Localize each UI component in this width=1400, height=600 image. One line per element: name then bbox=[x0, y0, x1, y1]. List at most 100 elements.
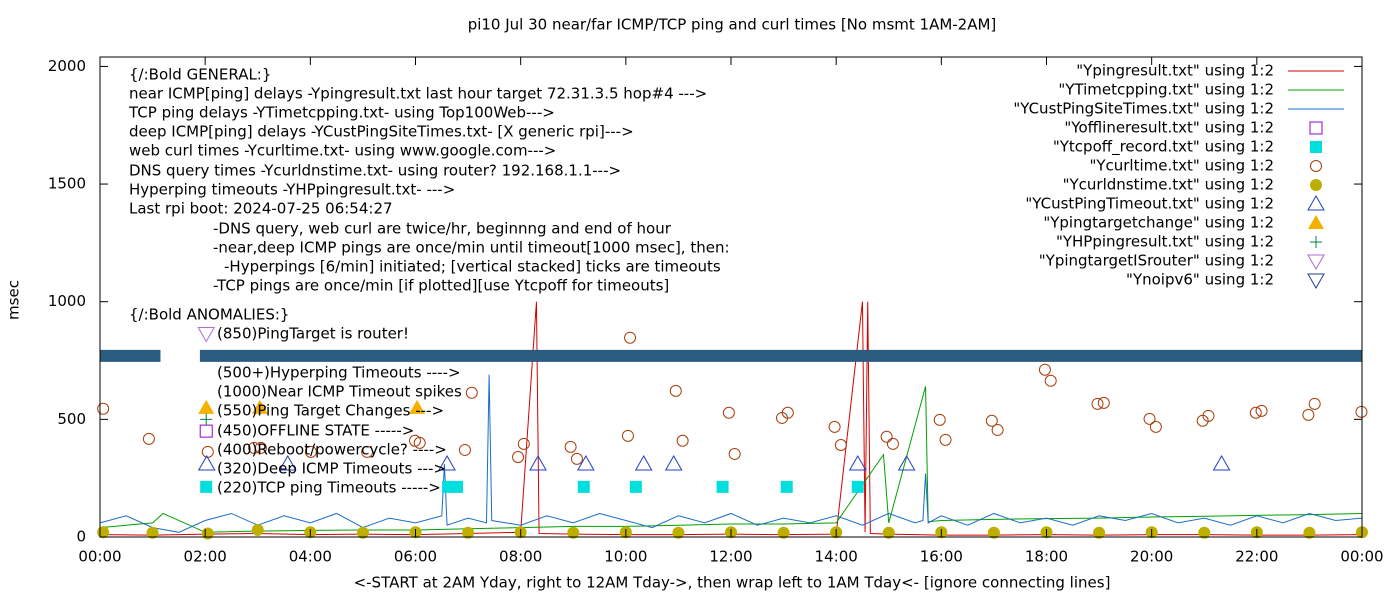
marker bbox=[251, 399, 268, 414]
x-tick-label: 20:00 bbox=[1130, 548, 1173, 566]
marker bbox=[991, 423, 1004, 436]
marker bbox=[939, 433, 952, 446]
marker bbox=[1202, 409, 1215, 422]
annotation: near ICMP[ping] delays -Ypingresult.txt … bbox=[129, 85, 707, 103]
annotation: DNS query times -Ycurldnstime.txt- using… bbox=[129, 162, 621, 180]
marker bbox=[1091, 397, 1104, 410]
marker bbox=[1143, 412, 1156, 425]
marker bbox=[629, 480, 642, 493]
marker bbox=[1093, 526, 1106, 539]
marker bbox=[1249, 406, 1262, 419]
marker bbox=[577, 455, 595, 471]
x-tick-label: 16:00 bbox=[920, 548, 963, 566]
marker bbox=[987, 526, 1000, 539]
marker bbox=[1307, 273, 1325, 290]
annotation: web curl times -Ycurltime.txt- using www… bbox=[129, 142, 556, 160]
legend-label: "Ycurldnstime.txt" using 1:2 bbox=[1063, 176, 1274, 194]
marker bbox=[512, 451, 525, 463]
marker bbox=[1310, 141, 1322, 153]
marker bbox=[716, 480, 729, 493]
annotation: -Hyperpings [6/min] initiated; [vertical… bbox=[224, 258, 721, 276]
marker bbox=[413, 436, 426, 449]
marker bbox=[1044, 374, 1057, 387]
marker bbox=[1308, 397, 1321, 410]
marker bbox=[882, 526, 895, 539]
marker bbox=[97, 402, 110, 415]
marker bbox=[1355, 405, 1368, 418]
marker bbox=[848, 455, 867, 471]
annotation: (500+)Hyperping Timeouts ----> bbox=[217, 364, 461, 382]
marker bbox=[197, 455, 216, 471]
marker bbox=[672, 526, 685, 539]
marker bbox=[1212, 455, 1231, 471]
series-line bbox=[99, 386, 1363, 533]
marker bbox=[1309, 121, 1323, 135]
marker bbox=[1198, 526, 1211, 539]
legend-label: "Ynoipv6" using 1:2 bbox=[1126, 271, 1274, 289]
marker bbox=[834, 439, 847, 451]
annotation: (320)Deep ICMP Timeouts ---> bbox=[217, 460, 446, 478]
chart-title: pi10 Jul 30 near/far ICMP/TCP ping and c… bbox=[468, 16, 997, 34]
marker bbox=[985, 414, 998, 427]
marker bbox=[462, 526, 475, 539]
marker bbox=[198, 399, 215, 414]
annotation: {/:Bold GENERAL:} bbox=[129, 66, 271, 84]
marker bbox=[780, 480, 793, 493]
annotation: TCP ping delays -YTimetcpping.txt- using… bbox=[128, 104, 555, 122]
x-tick-label: 14:00 bbox=[815, 548, 858, 566]
marker bbox=[451, 480, 464, 493]
marker bbox=[1038, 363, 1051, 376]
marker bbox=[142, 432, 155, 445]
annotation: (450)OFFLINE STATE -----> bbox=[217, 422, 414, 440]
y-tick-label: 2000 bbox=[48, 57, 86, 75]
annotation: (1000)Near ICMP Timeout spikes bbox=[217, 383, 462, 401]
x-tick-label: 10:00 bbox=[604, 548, 647, 566]
annotation: -near,deep ICMP pings are once/min until… bbox=[213, 239, 730, 257]
marker bbox=[201, 527, 214, 540]
marker bbox=[251, 523, 264, 536]
marker bbox=[97, 526, 110, 539]
marker bbox=[777, 526, 790, 539]
legend-label: "Yofflineresult.txt" using 1:2 bbox=[1064, 119, 1274, 137]
legend-label: "Ycurltime.txt" using 1:2 bbox=[1089, 157, 1274, 175]
annotation: deep ICMP[ping] delays -YCustPingSiteTim… bbox=[129, 123, 634, 141]
legend-label: "YCustPingTimeout.txt" using 1:2 bbox=[1025, 195, 1274, 213]
x-tick-label: 06:00 bbox=[394, 548, 437, 566]
annotation: {/:Bold ANOMALIES:} bbox=[129, 306, 289, 324]
marker bbox=[933, 413, 946, 426]
x-tick-label: 18:00 bbox=[1025, 548, 1068, 566]
marker bbox=[1307, 194, 1325, 211]
x-tick-label: 02:00 bbox=[184, 548, 227, 566]
marker bbox=[851, 480, 864, 493]
marker bbox=[1255, 404, 1268, 417]
x-axis-label: <-START at 2AM Yday, right to 12AM Tday-… bbox=[354, 574, 1111, 592]
marker bbox=[669, 384, 682, 397]
marker bbox=[1097, 396, 1110, 409]
y-axis-label: msec bbox=[5, 280, 23, 320]
x-tick-label: 12:00 bbox=[709, 548, 752, 566]
annotation: (550)Ping Target Changes ---> bbox=[217, 402, 444, 420]
marker bbox=[304, 445, 317, 458]
marker bbox=[361, 445, 374, 458]
marker bbox=[197, 326, 216, 343]
marker bbox=[1310, 236, 1322, 248]
marker bbox=[570, 452, 583, 465]
x-tick-label: 04:00 bbox=[289, 548, 332, 566]
marker bbox=[200, 480, 213, 493]
marker bbox=[728, 447, 741, 460]
x-tick-label: 00:00 bbox=[1340, 548, 1383, 566]
marker bbox=[781, 406, 794, 419]
annotation: Last rpi boot: 2024-07-25 06:54:27 bbox=[129, 200, 393, 218]
marker bbox=[624, 331, 637, 344]
legend-label: "YHPpingresult.txt" using 1:2 bbox=[1056, 233, 1274, 251]
marker bbox=[676, 434, 689, 447]
marker bbox=[886, 437, 899, 450]
marker bbox=[664, 455, 683, 471]
y-tick-label: 1500 bbox=[48, 175, 86, 193]
legend-label: "Ytcpoff_record.txt" using 1:2 bbox=[1053, 138, 1274, 157]
marker bbox=[248, 441, 261, 454]
y-tick-label: 1000 bbox=[48, 292, 86, 310]
annotation: (400)Reboot/powercycle? ----> bbox=[217, 441, 447, 459]
marker bbox=[1308, 215, 1324, 229]
marker bbox=[828, 420, 841, 433]
